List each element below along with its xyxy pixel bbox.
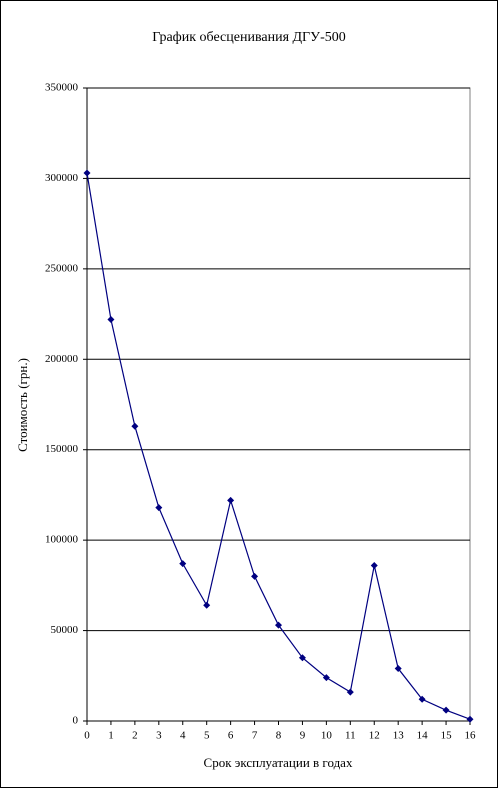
point <box>370 561 378 569</box>
chart-title: График обесценивания ДГУ-500 <box>152 30 345 45</box>
x-tick-label: 13 <box>393 730 405 742</box>
y-tick-label: 100000 <box>45 534 79 546</box>
y-tick-label: 150000 <box>45 443 79 455</box>
x-tick-label: 8 <box>276 730 282 742</box>
point <box>107 315 115 323</box>
point <box>131 422 139 430</box>
x-tick-label: 10 <box>321 730 333 742</box>
point <box>251 572 259 580</box>
y-tick-label: 0 <box>73 715 79 727</box>
point <box>227 496 235 504</box>
y-tick-label: 350000 <box>45 82 79 94</box>
y-tick-label: 50000 <box>51 624 79 636</box>
y-tick-label: 300000 <box>45 172 79 184</box>
x-tick-label: 15 <box>441 730 453 742</box>
plot-area <box>86 87 471 722</box>
y-axis-label: Стоимость (грн.) <box>15 358 30 452</box>
point <box>203 601 211 609</box>
x-tick-label: 11 <box>345 730 356 742</box>
point <box>466 715 474 723</box>
y-tick-label: 250000 <box>45 262 79 274</box>
x-tick-label: 6 <box>228 730 234 742</box>
point <box>346 688 354 696</box>
point <box>179 560 187 568</box>
x-tick-label: 9 <box>300 730 306 742</box>
point <box>442 706 450 714</box>
x-axis-label: Срок эксплуатации в годах <box>204 755 353 770</box>
x-tick-label: 14 <box>417 730 429 742</box>
point <box>298 654 306 662</box>
x-tick-label: 4 <box>180 730 186 742</box>
y-tick-label: 200000 <box>45 353 79 365</box>
point <box>322 674 330 682</box>
x-tick-label: 7 <box>252 730 258 742</box>
point <box>155 504 163 512</box>
x-tick-label: 1 <box>108 730 114 742</box>
x-tick-label: 12 <box>369 730 380 742</box>
x-tick-label: 3 <box>156 730 162 742</box>
x-tick-label: 0 <box>84 730 90 742</box>
point <box>83 169 91 177</box>
point <box>275 621 282 629</box>
x-tick-label: 16 <box>465 730 477 742</box>
point <box>394 665 402 673</box>
x-tick-label: 2 <box>132 730 138 742</box>
point <box>418 695 426 703</box>
x-tick-label: 5 <box>204 730 210 742</box>
